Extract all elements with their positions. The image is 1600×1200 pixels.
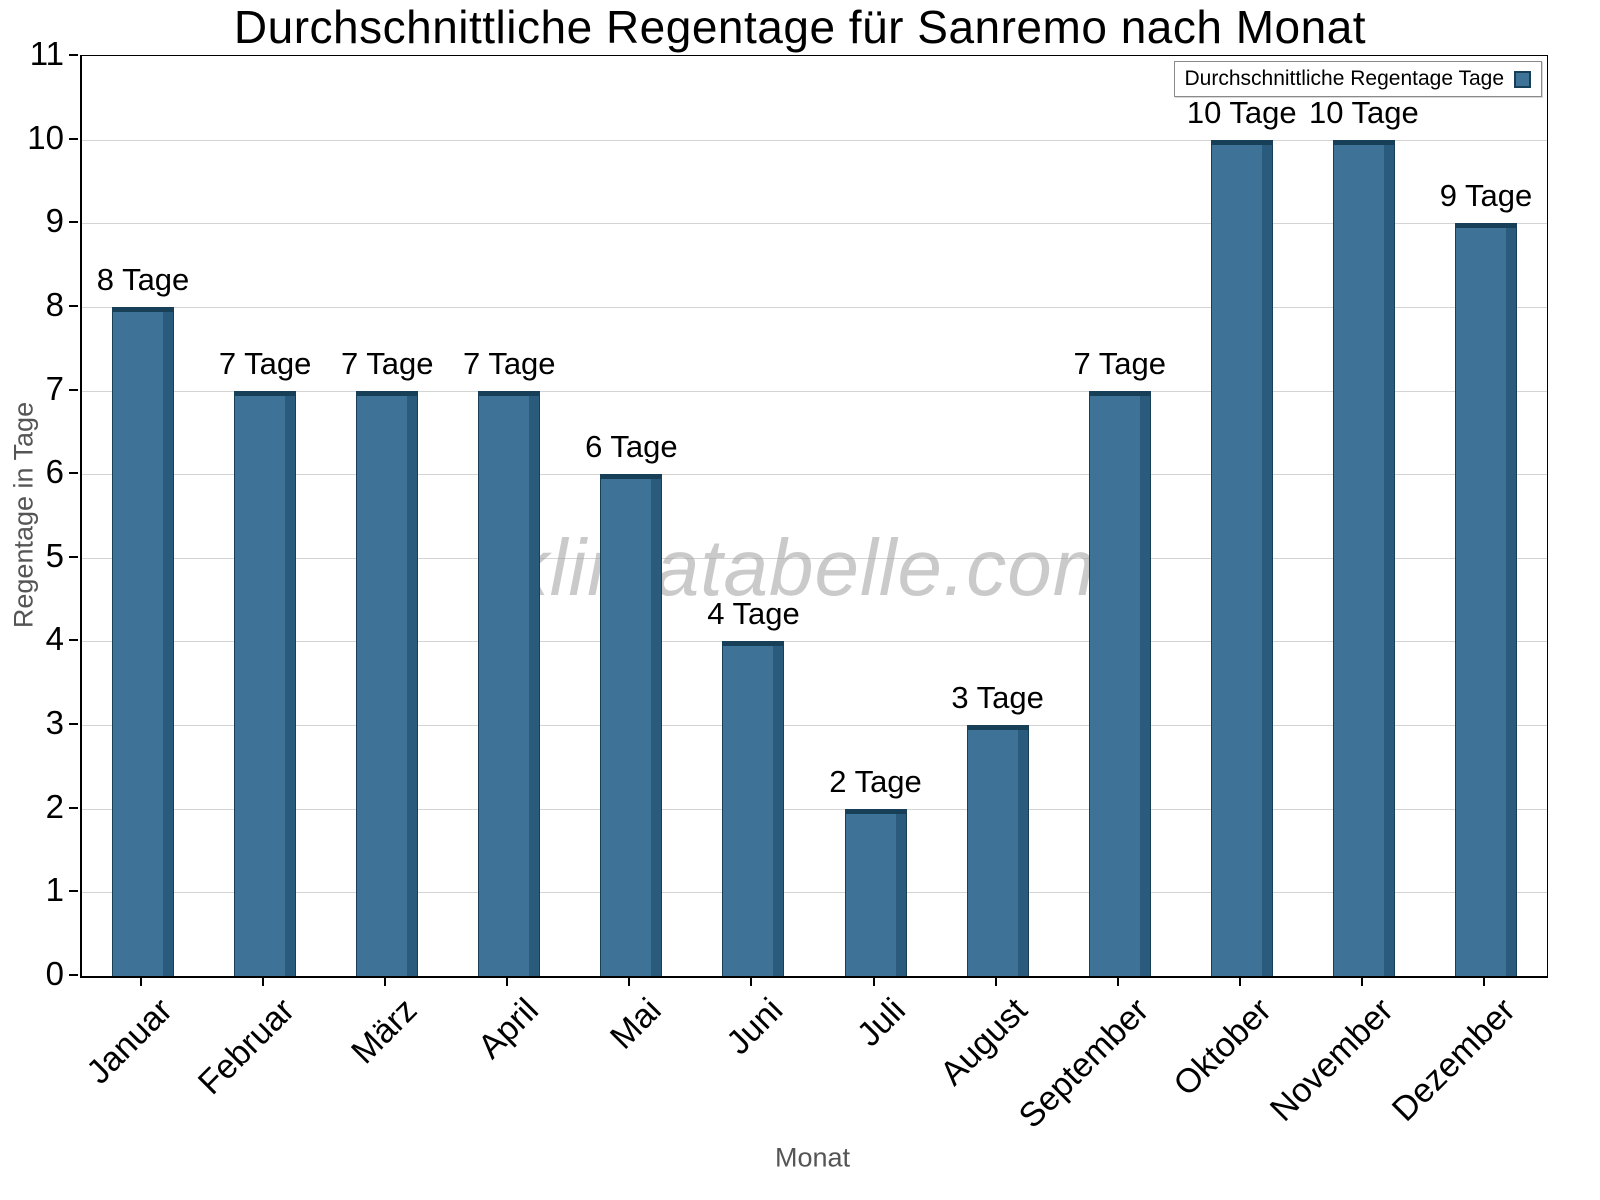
bar bbox=[1454, 223, 1517, 976]
y-tick-label: 8 bbox=[45, 285, 64, 323]
gridline bbox=[82, 223, 1547, 225]
gridline bbox=[82, 557, 1547, 559]
x-tick-label-text: September bbox=[1012, 991, 1157, 1136]
x-tick-label-text: Oktober bbox=[1166, 991, 1279, 1104]
bar bbox=[356, 390, 419, 976]
x-tick-label-text: August bbox=[932, 991, 1035, 1093]
y-tick-mark bbox=[69, 221, 78, 224]
x-tick-mark bbox=[1482, 977, 1485, 986]
y-tick-label: 6 bbox=[45, 453, 64, 491]
x-tick-mark bbox=[140, 977, 143, 986]
bar bbox=[1088, 390, 1151, 976]
bar bbox=[600, 474, 663, 976]
x-tick-label-text: März bbox=[343, 991, 425, 1072]
bar bbox=[722, 641, 785, 976]
y-tick-label: 2 bbox=[45, 787, 64, 825]
x-axis-title: Monat bbox=[774, 1142, 851, 1173]
x-tick-mark bbox=[1116, 977, 1119, 986]
bar bbox=[844, 808, 907, 976]
watermark: klimatabelle.com bbox=[508, 523, 1121, 612]
bar bbox=[1332, 139, 1395, 976]
y-tick-label: 1 bbox=[45, 871, 64, 909]
y-tick-mark bbox=[69, 54, 78, 56]
x-tick-mark bbox=[1238, 977, 1241, 986]
x-tick-label-text: Mai bbox=[602, 991, 669, 1057]
x-tick-label-text: Dezember bbox=[1385, 991, 1523, 1129]
gridline bbox=[82, 306, 1547, 308]
y-tick-label: 10 bbox=[27, 118, 64, 156]
legend-label: Durchschnittliche Regentage Tage bbox=[1184, 67, 1504, 90]
plot-area: klimatabelle.com Durchschnittliche Regen… bbox=[80, 55, 1548, 978]
bar-value-label: 8 Tage bbox=[96, 261, 190, 297]
x-tick-label-text: November bbox=[1262, 991, 1401, 1129]
x-tick-label-text: Juli bbox=[849, 991, 913, 1054]
bar bbox=[966, 725, 1029, 976]
gridline bbox=[82, 892, 1547, 894]
gridline bbox=[82, 474, 1547, 476]
gridline bbox=[82, 641, 1547, 643]
y-tick-mark bbox=[69, 723, 78, 726]
x-tick-mark bbox=[750, 977, 753, 986]
x-tick-label-text: Juni bbox=[719, 991, 791, 1062]
y-tick-label: 3 bbox=[45, 704, 64, 742]
x-tick-mark bbox=[628, 977, 631, 986]
bar-value-label: 3 Tage bbox=[951, 680, 1044, 716]
x-tick-mark bbox=[262, 977, 265, 986]
bar-value-label: 7 Tage bbox=[340, 345, 434, 381]
bar-value-label: 10 Tage bbox=[1308, 94, 1419, 130]
bar bbox=[478, 390, 541, 976]
gridline bbox=[82, 390, 1547, 392]
y-tick-label: 11 bbox=[29, 35, 64, 72]
y-axis-title: Regentage in Tage bbox=[8, 401, 39, 629]
legend-swatch bbox=[1514, 70, 1531, 88]
x-tick-label-text: Januar bbox=[79, 991, 180, 1092]
y-tick-mark bbox=[69, 137, 78, 140]
y-tick-mark bbox=[69, 304, 78, 307]
bar-value-label: 2 Tage bbox=[829, 763, 922, 799]
y-tick-mark bbox=[69, 639, 78, 642]
y-tick-label: 4 bbox=[45, 620, 64, 658]
bar-value-label: 7 Tage bbox=[218, 345, 312, 381]
x-tick-label-text: Februar bbox=[190, 991, 302, 1103]
bar bbox=[234, 390, 297, 976]
x-tick-label-text: April bbox=[471, 991, 547, 1066]
bar bbox=[112, 306, 175, 976]
legend: Durchschnittliche Regentage Tage bbox=[1173, 61, 1542, 97]
gridline bbox=[82, 139, 1547, 141]
x-tick-mark bbox=[1360, 977, 1363, 986]
y-tick-label: 0 bbox=[45, 955, 64, 992]
y-tick-mark bbox=[69, 974, 78, 976]
y-tick-mark bbox=[69, 472, 78, 475]
y-tick-mark bbox=[69, 806, 78, 809]
bar bbox=[1210, 139, 1273, 976]
bar-value-label: 6 Tage bbox=[585, 429, 678, 465]
y-tick-label: 5 bbox=[45, 536, 64, 574]
x-tick-mark bbox=[994, 977, 997, 986]
bar-value-label: 7 Tage bbox=[463, 345, 556, 381]
bar-value-label: 4 Tage bbox=[707, 596, 800, 632]
gridline bbox=[82, 725, 1547, 727]
y-tick-label: 9 bbox=[45, 202, 64, 240]
y-tick-mark bbox=[69, 388, 78, 391]
x-tick-mark bbox=[506, 977, 509, 986]
x-tick-mark bbox=[384, 977, 387, 986]
gridline bbox=[82, 808, 1547, 810]
bar-value-label: 10 Tage bbox=[1186, 94, 1297, 130]
y-tick-label: 7 bbox=[45, 369, 64, 407]
chart-title: Durchschnittliche Regentage für Sanremo … bbox=[233, 1, 1367, 53]
y-tick-mark bbox=[69, 555, 78, 558]
bar-value-label: 9 Tage bbox=[1439, 178, 1533, 214]
x-tick-mark bbox=[872, 977, 875, 986]
bar-value-label: 7 Tage bbox=[1073, 345, 1166, 381]
y-tick-mark bbox=[69, 890, 78, 893]
